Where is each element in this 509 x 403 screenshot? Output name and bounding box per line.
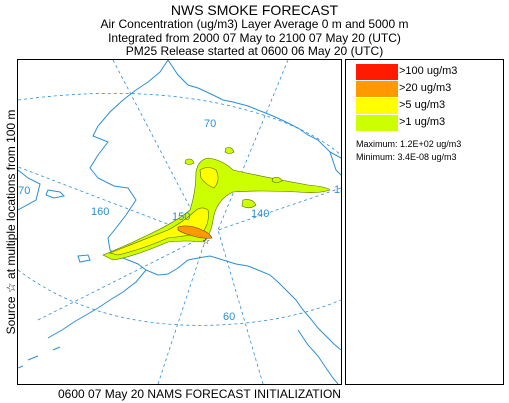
subtitle-release: PM25 Release started at 0600 06 May 20 (… xyxy=(125,44,384,58)
plume-gt20 xyxy=(177,225,213,239)
plume-gt5-north xyxy=(199,167,219,189)
legend-label: >100 ug/m3 xyxy=(399,65,458,77)
graticule xyxy=(18,60,341,384)
russia-coast xyxy=(18,169,41,211)
legend-label: >20 ug/m3 xyxy=(399,82,452,94)
meridian-160 xyxy=(37,237,202,321)
legend-label: >5 ug/m3 xyxy=(399,99,446,111)
canada-coast xyxy=(329,151,341,176)
label-lon-130: 130 xyxy=(334,184,341,196)
subtitle-concentration: Air Concentration (ug/m3) Layer Average … xyxy=(100,17,409,31)
meridian-150 xyxy=(157,237,207,384)
aleutian-islands xyxy=(18,346,61,369)
label-lon-160: 160 xyxy=(91,206,109,218)
plume-gt1-patch-c xyxy=(184,158,195,165)
label-lon-140: 140 xyxy=(251,208,269,220)
subtitle-integration: Integrated from 2000 07 May to 2100 07 M… xyxy=(108,31,401,45)
legend-swatch xyxy=(356,115,398,131)
parallel-70 xyxy=(18,92,341,156)
chart-title: NWS SMOKE FORECAST xyxy=(170,2,339,18)
island-st-lawrence xyxy=(45,189,66,199)
minimum-value: Minimum: 3.4E-08 ug/m3 xyxy=(356,152,457,162)
label-lat-60: 60 xyxy=(223,311,235,323)
forecast-initialization-label: 0600 07 May 20 NAMS FORECAST INITIALIZAT… xyxy=(58,387,341,401)
label-lat-70: 70 xyxy=(204,118,216,130)
source-star-icon: ☆ xyxy=(202,237,210,247)
plume-gt1-patch-a xyxy=(241,199,257,209)
label-lon-170: 170 xyxy=(18,185,30,197)
source-location-label: Source ☆ at multiple locations from 100 … xyxy=(4,109,18,335)
meridian-130 xyxy=(217,187,341,231)
coastline-alaska-north xyxy=(167,60,341,159)
legend-panel: >100 ug/m3 >20 ug/m3 >5 ug/m3 >1 ug/m3 M… xyxy=(345,59,504,385)
legend-swatch xyxy=(356,98,398,114)
plume-gt1-patch-b xyxy=(224,147,235,154)
coastline-peninsula xyxy=(47,269,147,339)
coastline-alaska-south xyxy=(145,255,341,351)
meridian-140 xyxy=(217,229,264,384)
island-nunivak xyxy=(77,254,91,263)
plume-gt20-core xyxy=(177,225,213,239)
meridian-170 xyxy=(18,166,179,229)
legend-swatch xyxy=(356,81,398,97)
coastlines xyxy=(18,60,341,384)
legend-label: >1 ug/m3 xyxy=(399,116,446,128)
legend-swatch xyxy=(356,64,398,80)
label-lon-150: 150 xyxy=(172,211,190,223)
maximum-value: Maximum: 1.2E+02 ug/m3 xyxy=(356,139,462,149)
map-canvas: ☆ 70 170 160 150 140 130 60 xyxy=(18,60,341,384)
grid-labels: 70 170 160 150 140 130 60 xyxy=(18,118,341,323)
plume-gt1-patch-d xyxy=(271,177,283,183)
forecast-map: ☆ 70 170 160 150 140 130 60 xyxy=(17,59,342,385)
meridian-top2 xyxy=(217,60,289,231)
coastline-panhandle xyxy=(297,329,339,384)
parallel-60 xyxy=(18,269,341,326)
